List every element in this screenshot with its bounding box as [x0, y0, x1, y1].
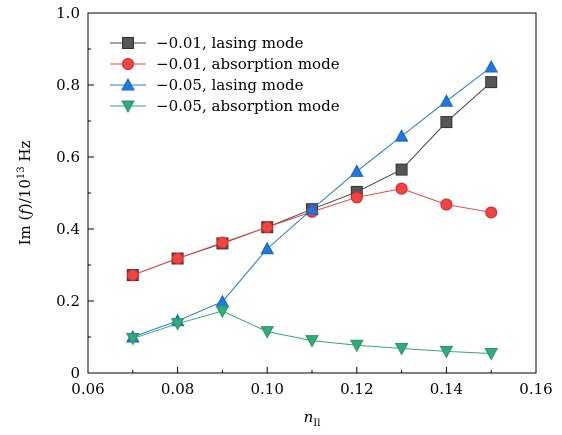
x-tick-label: 0.10 — [250, 380, 283, 398]
data-point — [395, 163, 408, 176]
legend-label: −0.05, lasing mode — [156, 76, 304, 94]
legend-item: −0.05, absorption mode — [110, 97, 340, 115]
legend-item: −0.01, lasing mode — [110, 34, 304, 52]
data-point — [484, 348, 499, 361]
legend-label: −0.01, absorption mode — [156, 55, 340, 73]
data-point — [170, 318, 185, 331]
tick-labels: 0.06 0.08 0.10 0.12 0.14 0.16 0 0.2 0.4 0.6 0.8 1.0 — [56, 4, 553, 398]
data-point — [126, 269, 139, 282]
series-layer — [125, 59, 499, 361]
x-tick-label: 0.06 — [71, 380, 104, 398]
data-point — [305, 202, 319, 215]
x-tick-label: 0.14 — [430, 380, 463, 398]
data-point — [171, 252, 184, 265]
y-tick-label: 1.0 — [56, 4, 80, 22]
legend-marker — [121, 100, 135, 114]
plot-frame — [87, 12, 537, 374]
data-point — [394, 343, 409, 356]
y-tick-label: 0.2 — [56, 292, 80, 310]
data-point — [395, 182, 408, 195]
data-point — [440, 198, 453, 211]
data-point — [349, 164, 364, 177]
data-point — [216, 236, 229, 249]
y-axis-title-unit: Hz — [16, 140, 34, 166]
y-axis-title-variable: f — [16, 207, 34, 216]
data-point — [125, 332, 140, 346]
data-point — [260, 241, 275, 255]
legend-marker — [122, 58, 134, 70]
legend-label: −0.05, absorption mode — [156, 97, 340, 115]
x-tick-label: 0.08 — [161, 380, 194, 398]
data-point — [485, 76, 498, 89]
data-point — [305, 335, 319, 348]
series-4 — [125, 305, 499, 361]
x-axis-title-main: n — [304, 408, 314, 426]
legend-marker — [121, 77, 135, 91]
legend-item: −0.05, lasing mode — [110, 76, 304, 94]
y-axis-title: Im (f)/1013 Hz — [16, 140, 34, 245]
y-tick-label: 0.4 — [56, 220, 80, 238]
data-point — [394, 129, 409, 142]
x-tick-label: 0.12 — [340, 380, 373, 398]
data-point — [261, 221, 274, 234]
data-point — [485, 206, 498, 219]
data-point — [440, 116, 453, 129]
x-axis-title-subscript: Il — [313, 418, 320, 429]
data-point — [350, 191, 363, 204]
y-tick-label: 0 — [70, 364, 80, 382]
data-point — [439, 94, 454, 107]
y-axis-title-exponent: 13 — [16, 166, 27, 179]
series-2 — [126, 182, 498, 282]
legend-item: −0.01, absorption mode — [110, 55, 340, 73]
series-line — [132, 188, 492, 276]
y-tick-label: 0.6 — [56, 148, 80, 166]
data-point — [484, 59, 499, 73]
x-tick-label: 0.16 — [519, 380, 552, 398]
x-axis-title: nIl — [304, 408, 321, 429]
y-tick-label: 0.8 — [56, 76, 80, 94]
y-axis-title-prefix: Im ( — [16, 215, 34, 246]
data-point — [215, 305, 230, 319]
data-point — [439, 345, 454, 359]
data-point — [260, 326, 275, 339]
data-point — [349, 339, 364, 353]
legend-label: −0.01, lasing mode — [156, 34, 304, 52]
y-axis-title-middle: )/10 — [16, 179, 34, 209]
legend-marker — [122, 37, 134, 49]
legend: −0.01, lasing mode −0.01, absorption mode… — [110, 34, 340, 115]
